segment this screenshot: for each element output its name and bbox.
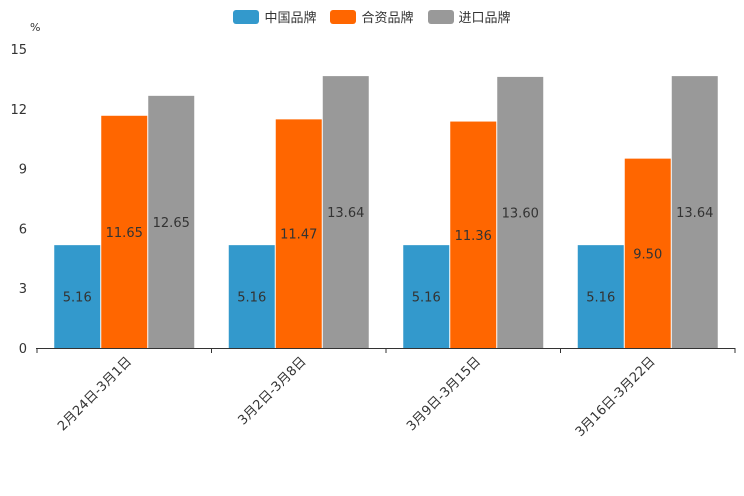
data-label-series2-cat0: 12.65 xyxy=(153,216,190,231)
data-label-series1-cat3: 9.50 xyxy=(633,247,662,262)
x-tick-label-3: 3月16日-3月22日 xyxy=(573,354,659,440)
legend-item-import-brand[interactable]: 进口品牌 xyxy=(427,7,511,26)
data-label-series1-cat1: 11.47 xyxy=(280,228,317,243)
bar-series0-cat3[interactable] xyxy=(577,245,624,348)
data-label-series2-cat3: 13.64 xyxy=(676,206,713,221)
bar-series2-cat2[interactable] xyxy=(497,76,544,348)
legend-label-china-brand: 中国品牌 xyxy=(264,11,317,26)
legend-item-china-brand[interactable]: 中国品牌 xyxy=(233,7,316,26)
chart-legend: 中国品牌 合资品牌 进口品牌 xyxy=(0,7,744,26)
y-tick-label-3: 3 xyxy=(19,282,27,297)
data-label-series0-cat1: 5.16 xyxy=(237,291,266,306)
legend-swatch-joint-venture-brand xyxy=(330,9,357,24)
bar-series1-cat1[interactable] xyxy=(275,119,322,348)
bar-series0-cat2[interactable] xyxy=(403,245,450,348)
x-tick-label-0: 2月24日-3月1日 xyxy=(55,354,135,434)
data-label-series0-cat3: 5.16 xyxy=(586,291,615,306)
data-label-series2-cat2: 13.60 xyxy=(502,206,539,221)
y-axis-unit: % xyxy=(30,21,41,34)
data-label-series2-cat1: 13.64 xyxy=(327,206,364,221)
legend-swatch-china-brand xyxy=(233,9,260,24)
legend-label-joint-venture-brand: 合资品牌 xyxy=(361,11,414,26)
legend-swatch-import-brand xyxy=(427,9,454,24)
bar-series0-cat1[interactable] xyxy=(228,245,275,348)
bar-series1-cat3[interactable] xyxy=(624,158,671,348)
bar-series2-cat3[interactable] xyxy=(671,76,718,348)
data-label-series1-cat2: 11.36 xyxy=(455,229,492,244)
y-tick-label-15: 15 xyxy=(10,43,27,58)
bar-series0-cat0[interactable] xyxy=(54,245,101,348)
bar-series1-cat2[interactable] xyxy=(450,121,497,348)
x-tick-label-2: 3月9日-3月15日 xyxy=(404,354,484,434)
data-label-series0-cat0: 5.16 xyxy=(63,291,92,306)
y-tick-label-12: 12 xyxy=(10,103,27,118)
bar-series2-cat1[interactable] xyxy=(322,76,369,348)
y-tick-label-0: 0 xyxy=(19,342,27,357)
bar-series1-cat0[interactable] xyxy=(101,115,148,348)
legend-item-joint-venture-brand[interactable]: 合资品牌 xyxy=(330,7,414,26)
x-tick-label-1: 3月2日-3月8日 xyxy=(235,354,309,428)
y-tick-label-6: 6 xyxy=(19,222,27,237)
bar-series2-cat0[interactable] xyxy=(148,95,195,349)
data-label-series0-cat2: 5.16 xyxy=(412,291,441,306)
data-label-series1-cat0: 11.65 xyxy=(106,226,143,241)
legend-label-import-brand: 进口品牌 xyxy=(458,11,511,26)
y-tick-label-9: 9 xyxy=(19,163,27,178)
